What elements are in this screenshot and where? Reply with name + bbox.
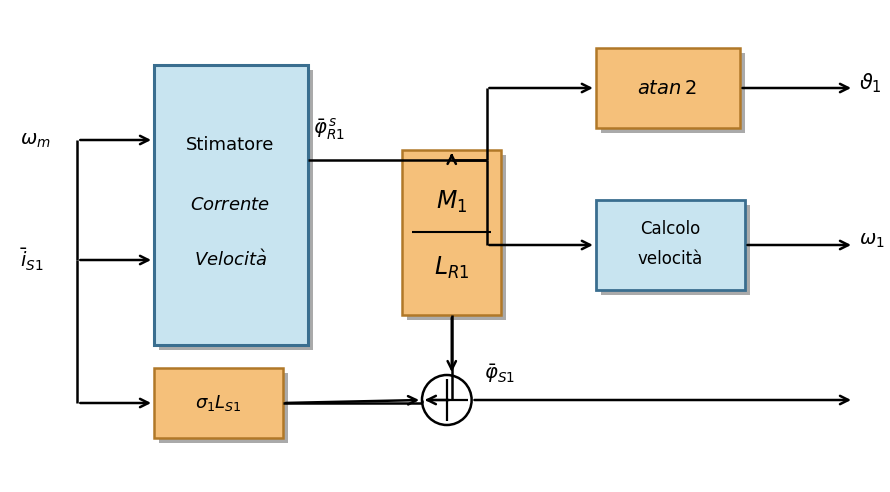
Text: $\vartheta_1$: $\vartheta_1$ bbox=[859, 71, 882, 95]
Bar bbox=[595, 200, 745, 290]
Bar bbox=[407, 155, 506, 320]
Circle shape bbox=[422, 375, 472, 425]
Text: $\omega_m$: $\omega_m$ bbox=[20, 130, 51, 150]
Text: $M_1$: $M_1$ bbox=[436, 189, 467, 215]
Bar bbox=[158, 373, 288, 443]
Bar bbox=[595, 48, 740, 128]
Text: $\bar{\varphi}_{R1}^{\,s}$: $\bar{\varphi}_{R1}^{\,s}$ bbox=[312, 117, 344, 142]
Bar bbox=[154, 65, 308, 345]
Text: $\omega_1$: $\omega_1$ bbox=[859, 230, 885, 249]
Text: velocità: velocità bbox=[637, 250, 703, 268]
Bar bbox=[601, 53, 745, 133]
Text: $L_{R1}$: $L_{R1}$ bbox=[434, 255, 470, 281]
Text: $\mathit{Velocit\grave{a}}$: $\mathit{Velocit\grave{a}}$ bbox=[194, 249, 267, 271]
Bar bbox=[158, 70, 312, 350]
Text: $\sigma_1 L_{S1}$: $\sigma_1 L_{S1}$ bbox=[195, 393, 242, 413]
Text: $\bar{i}_{S1}$: $\bar{i}_{S1}$ bbox=[20, 247, 44, 273]
Text: $\bar{\varphi}_{S1}$: $\bar{\varphi}_{S1}$ bbox=[483, 362, 514, 385]
Bar bbox=[154, 368, 283, 438]
Text: Calcolo: Calcolo bbox=[640, 220, 700, 238]
Bar bbox=[601, 205, 749, 295]
Text: $\mathit{atan}\,2$: $\mathit{atan}\,2$ bbox=[637, 79, 697, 97]
Text: $\mathit{Corrente}$: $\mathit{Corrente}$ bbox=[190, 196, 271, 214]
Bar bbox=[402, 150, 501, 315]
Text: Stimatore: Stimatore bbox=[186, 136, 274, 154]
